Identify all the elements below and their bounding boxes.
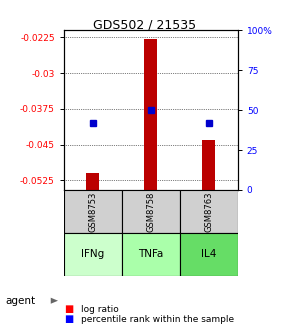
Text: GSM8758: GSM8758 xyxy=(146,191,155,232)
Text: ■: ■ xyxy=(64,304,73,314)
Text: GSM8763: GSM8763 xyxy=(204,191,213,232)
Bar xyxy=(122,190,180,233)
Text: GDS502 / 21535: GDS502 / 21535 xyxy=(93,18,197,32)
Bar xyxy=(202,140,215,190)
Bar xyxy=(86,173,99,190)
Bar xyxy=(64,190,122,233)
Bar xyxy=(144,39,157,190)
Bar xyxy=(180,233,238,276)
Text: percentile rank within the sample: percentile rank within the sample xyxy=(81,315,234,324)
Bar xyxy=(122,233,180,276)
Text: agent: agent xyxy=(6,296,36,306)
Text: TNFa: TNFa xyxy=(138,249,164,259)
Text: IFNg: IFNg xyxy=(81,249,104,259)
Text: IL4: IL4 xyxy=(201,249,217,259)
Text: GSM8753: GSM8753 xyxy=(88,191,97,232)
Polygon shape xyxy=(51,298,58,304)
Text: ■: ■ xyxy=(64,314,73,324)
Text: log ratio: log ratio xyxy=(81,305,119,313)
Bar xyxy=(64,233,122,276)
Bar xyxy=(180,190,238,233)
